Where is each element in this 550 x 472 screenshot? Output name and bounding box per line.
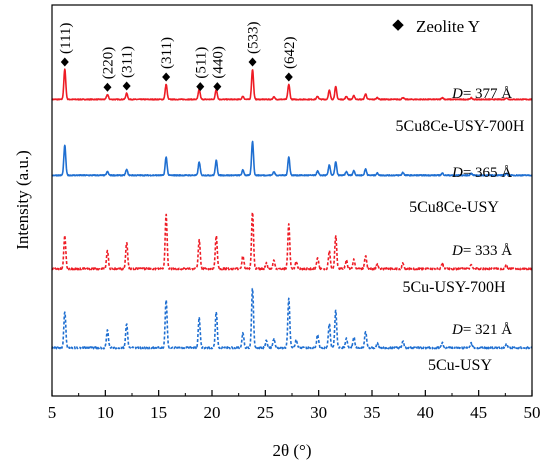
x-tick-label: 35: [364, 403, 381, 422]
series-line-0: [51, 68, 533, 101]
legend: ◆ Zeolite Y: [392, 17, 480, 36]
miller-index-label: (533): [246, 22, 262, 55]
zeolite-y-diamond-icon: [196, 82, 205, 92]
series-traces: [51, 68, 533, 350]
zeolite-y-diamond-icon: [122, 81, 131, 91]
legend-marker-icon: ◆: [392, 17, 404, 33]
zeolite-y-diamond-icon: [284, 72, 293, 82]
series-name-label: 5Cu8Ce-USY: [409, 199, 499, 216]
zeolite-y-diamond-icon: [162, 72, 171, 82]
miller-index-label: (642): [282, 37, 298, 70]
crystal-size-label: D= 321 Å: [451, 322, 512, 338]
crystal-size-label: D= 365 Å: [451, 165, 512, 181]
series-name-label: 5Cu-USY-700H: [402, 279, 506, 296]
miller-index-label: (220): [100, 47, 116, 80]
x-tick-label: 50: [524, 403, 541, 422]
series-name-label: 5Cu-USY: [428, 357, 492, 374]
series-name-label: 5Cu8Ce-USY-700H: [396, 118, 525, 135]
zeolite-y-diamond-icon: [103, 82, 112, 92]
miller-index-label: (440): [210, 46, 226, 79]
series-line-2: [51, 211, 533, 271]
zeolite-y-diamond-icon: [213, 82, 222, 92]
x-tick-label: 20: [204, 403, 221, 422]
y-axis-label: Intensity (a.u.): [13, 150, 32, 250]
series-line-1: [51, 140, 533, 177]
x-tick-label: 30: [310, 403, 327, 422]
miller-index-label: (111): [58, 23, 74, 54]
x-tick-label: 45: [470, 403, 487, 422]
miller-index-label: (311): [159, 37, 175, 69]
legend-label: Zeolite Y: [416, 17, 480, 36]
x-tick-label: 10: [97, 403, 114, 422]
zeolite-y-diamond-icon: [248, 57, 257, 67]
miller-index-label: (311): [120, 46, 136, 78]
series-labels: 5Cu8Ce-USY-700H D= 377 Å 5Cu8Ce-USY D= 365 …: [396, 86, 525, 374]
peak-labels: (111)(220) (311) (311) (511) (440)(533) (642): [58, 22, 298, 92]
crystal-size-label: D= 377 Å: [451, 86, 512, 102]
x-tick-label: 15: [150, 403, 167, 422]
zeolite-y-diamond-icon: [60, 57, 69, 67]
miller-index-label: (511): [193, 47, 209, 79]
series-line-3: [51, 287, 533, 350]
x-tick-label: 5: [48, 403, 57, 422]
x-axis-label: 2θ (°): [272, 441, 311, 460]
x-axis-ticks: 5 10 15 20 25 30 35 40 45 50: [48, 390, 541, 422]
x-tick-label: 25: [257, 403, 274, 422]
crystal-size-label: D= 333 Å: [451, 243, 512, 259]
x-tick-label: 40: [417, 403, 434, 422]
